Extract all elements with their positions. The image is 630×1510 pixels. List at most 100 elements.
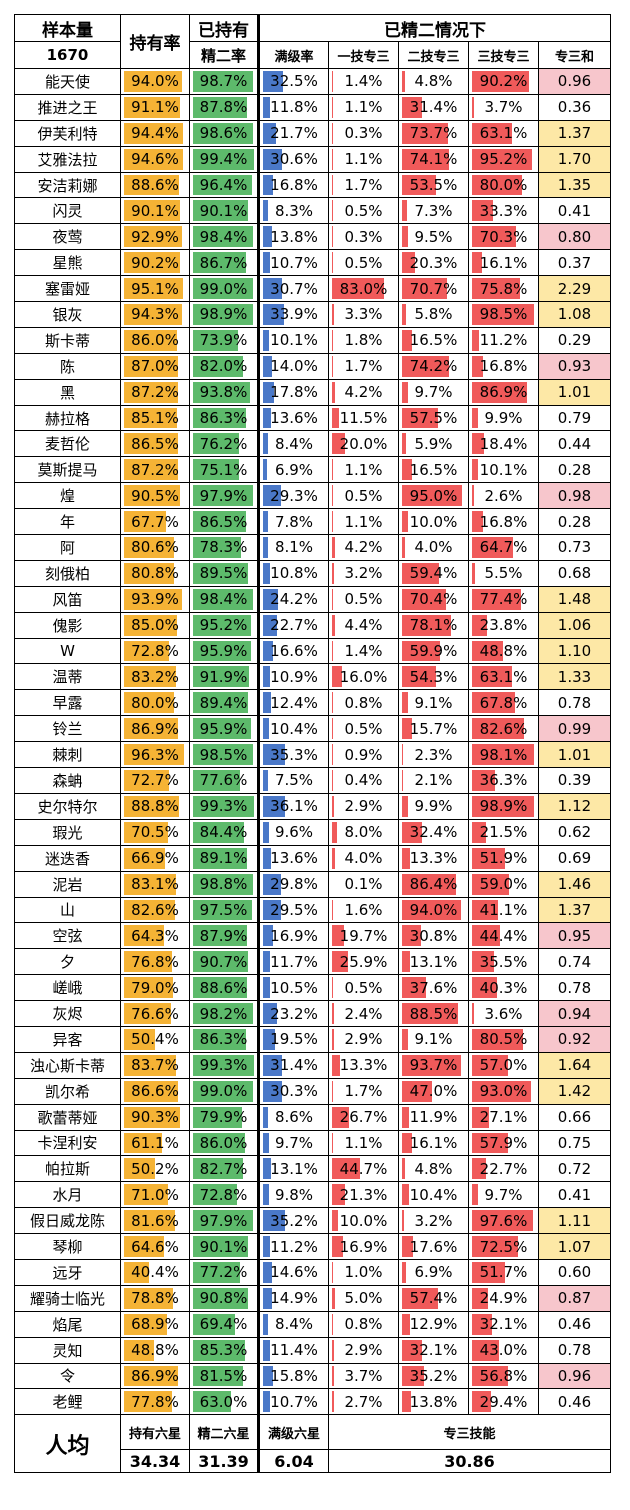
skill3-m3-cell: 72.5% [468, 1233, 539, 1260]
data-bar [402, 562, 440, 584]
e2-rate-cell: 82.0% [189, 352, 260, 380]
cell-value: 4.2% [344, 383, 383, 402]
cell-value: 0.8% [344, 1315, 383, 1334]
cell-value: 56.8% [479, 1366, 528, 1385]
cell-value: 70.4% [409, 590, 458, 609]
data-bar [402, 200, 407, 222]
cell-value: 1.1% [344, 1133, 383, 1152]
data-bar [124, 588, 183, 610]
operator-name: 浊心斯卡蒂 [14, 1051, 121, 1079]
cell-value: 93.7% [409, 1056, 458, 1075]
cell-value: 0.5% [344, 719, 383, 738]
operator-name: 铃兰 [14, 715, 121, 743]
cell-value: 84.4% [199, 823, 248, 842]
e2-rate-header-line1: 已持有 [189, 14, 260, 42]
skill1-m3-cell: 0.4% [328, 767, 399, 794]
cell-value: 85.1% [131, 409, 179, 428]
cell-value: 24.2% [270, 590, 318, 609]
cell-value: 15.7% [409, 719, 458, 738]
cell-value: 72.8% [131, 642, 179, 661]
skill3-m3-cell: 3.7% [468, 93, 539, 121]
operator-name: 棘刺 [14, 741, 121, 769]
data-bar [402, 1106, 410, 1128]
own-rate-cell: 95.1% [120, 275, 190, 303]
cell-value: 64.6% [131, 1237, 179, 1256]
cell-value: 86.9% [131, 719, 179, 738]
cell-value: 63.1% [479, 124, 528, 143]
lvl6-label: 满级六星 [257, 1414, 329, 1451]
cell-value: 94.0% [409, 900, 458, 919]
data-bar [193, 588, 254, 610]
data-bar [193, 1132, 246, 1154]
table-row: 卡涅利安 61.1% 86.0% 9.7% 1.1% 16.1% 57.9% 0.75 [14, 1129, 612, 1157]
data-bar [472, 1391, 491, 1413]
cell-value: 32.1% [409, 1341, 458, 1360]
data-bar [193, 744, 254, 766]
table-row: 棘刺 96.3% 98.5% 35.3% 0.9% 2.3% 98.1% 1.01 [14, 741, 612, 769]
operator-name: 异客 [14, 1025, 121, 1053]
skill2-m3-cell: 70.4% [398, 585, 469, 613]
skill2-m3-cell: 88.5% [398, 1000, 469, 1027]
cell-value: 0.8% [344, 693, 383, 712]
data-bar [263, 692, 271, 714]
data-bar [472, 951, 495, 973]
cell-value: 40.4% [131, 1263, 179, 1282]
table-row: 帕拉斯 50.2% 82.7% 13.1% 44.7% 4.8% 22.7% 0.72 [14, 1155, 612, 1183]
data-bar [402, 1236, 414, 1257]
data-bar [332, 1391, 334, 1413]
skill2-m3-cell: 59.9% [398, 637, 469, 665]
data-bar [263, 614, 278, 636]
data-bar [402, 588, 447, 610]
data-bar [124, 1365, 178, 1387]
data-bar [263, 666, 270, 688]
cell-value: 94.6% [131, 150, 179, 169]
data-bar [472, 252, 483, 274]
cell-value: 68.9% [131, 1315, 179, 1334]
cell-value: 86.5% [199, 512, 248, 531]
cell-value: 2.3% [414, 745, 453, 764]
cell-value: 0.4% [344, 771, 383, 790]
m3-sum-cell: 0.68 [537, 559, 612, 587]
cell-value: 9.6% [274, 823, 314, 842]
skill1-m3-cell: 2.9% [328, 792, 399, 820]
cell-value: 76.2% [199, 434, 248, 453]
cell-value: 1.8% [344, 331, 383, 350]
skill2-m3-cell: 95.0% [398, 482, 469, 510]
e2-rate-cell: 98.4% [189, 585, 260, 613]
own-rate-cell: 88.8% [120, 792, 190, 820]
own-rate-cell: 72.7% [120, 767, 190, 794]
m3-sum-cell: 0.72 [537, 1155, 612, 1183]
data-bar [193, 666, 250, 688]
data-bar [332, 148, 333, 170]
data-bar [472, 1106, 490, 1128]
own-rate-cell: 94.4% [120, 119, 190, 147]
m3-sum-cell: 0.62 [537, 818, 612, 846]
own-rate-cell: 70.5% [120, 818, 190, 846]
data-bar [402, 795, 409, 817]
cell-value: 64.7% [479, 538, 528, 557]
table-row: 早露 80.0% 89.4% 12.4% 0.8% 9.1% 67.8% 0.78 [14, 689, 612, 717]
skill1-m3-cell: 4.2% [328, 534, 399, 561]
cell-value: 3.2% [344, 564, 383, 583]
m3-sum-cell: 1.33 [537, 663, 612, 691]
data-bar [263, 1184, 270, 1206]
data-bar [402, 1339, 423, 1361]
data-bar [193, 1261, 241, 1283]
cell-value: 88.8% [131, 797, 179, 816]
cell-value: 76.6% [131, 1004, 179, 1023]
m3-sum-cell: 1.12 [537, 792, 612, 820]
operator-name: 闪灵 [14, 197, 121, 225]
cell-value: 0.5% [344, 590, 383, 609]
cell-value: 90.2% [479, 72, 528, 91]
data-bar [193, 1080, 254, 1102]
skill1-m3-cell: 1.7% [328, 352, 399, 380]
cell-value: 23.8% [479, 616, 528, 635]
skill2-m3-cell: 13.1% [398, 948, 469, 976]
data-bar [402, 329, 413, 351]
data-bar [263, 200, 269, 222]
m3-sum-cell: 1.01 [537, 741, 612, 769]
data-bar [124, 122, 183, 144]
cell-value: 83.7% [131, 1056, 179, 1075]
data-bar [124, 1106, 180, 1128]
e2-rate-cell: 98.9% [189, 301, 260, 328]
